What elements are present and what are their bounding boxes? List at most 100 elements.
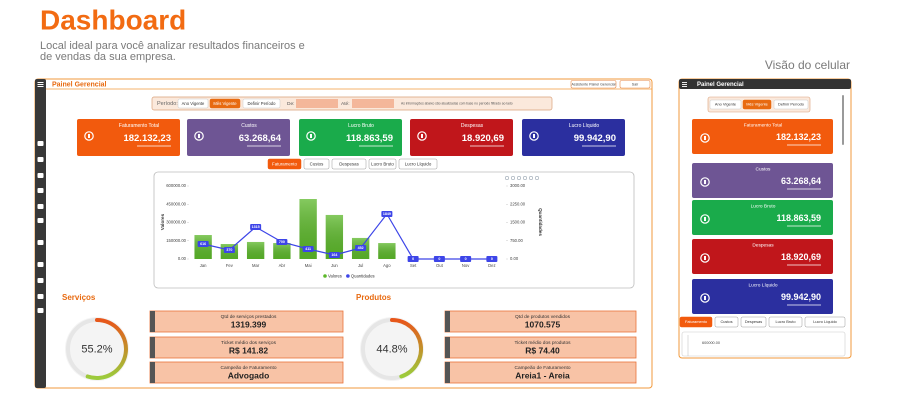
stat-label: Qtd de serviços prestados xyxy=(221,314,277,320)
top-button-label: Sair xyxy=(632,82,639,86)
mobile-period-option[interactable] xyxy=(709,99,742,110)
period-option[interactable] xyxy=(177,98,209,109)
period-to-input[interactable] xyxy=(352,99,394,108)
period-label: Período: xyxy=(157,101,178,107)
top-button-label: Assistente Painel Gerencial xyxy=(572,82,616,86)
kpi-card xyxy=(410,119,513,156)
stat-value: 1319.399 xyxy=(231,319,267,329)
sidebar xyxy=(35,79,46,388)
y2-tick-label: 750.00 xyxy=(510,238,523,243)
page-title: Dashboard xyxy=(40,4,186,35)
mobile-tab[interactable] xyxy=(740,316,767,328)
period-to-label: Até: xyxy=(341,101,350,107)
sidebar-icon[interactable] xyxy=(37,278,44,283)
kpi-icon xyxy=(700,214,710,224)
bar-shade xyxy=(194,235,212,259)
sidebar-menu-icon xyxy=(37,84,44,85)
kpi-card xyxy=(522,119,625,156)
stat-card-edge xyxy=(445,362,450,383)
x-tick-label: Dez xyxy=(488,263,495,268)
data-label: 411 xyxy=(305,247,311,251)
data-label-box xyxy=(355,245,367,252)
x-tick-label: Jul xyxy=(358,263,363,268)
x-tick-label: Abr xyxy=(279,263,286,268)
mobile-scrollbar xyxy=(842,95,844,145)
kpi-icon xyxy=(704,136,706,140)
mobile-kpi-label: Custos xyxy=(756,166,772,172)
sidebar-icon[interactable] xyxy=(37,218,44,223)
sidebar-icon[interactable] xyxy=(37,188,44,193)
kpi-icon xyxy=(704,180,706,184)
x-tick-label: Nov xyxy=(462,263,470,268)
kpi-icon xyxy=(421,134,423,138)
gauge-label: 55.2% xyxy=(81,343,112,355)
sidebar-icon[interactable] xyxy=(37,308,44,313)
mobile-kpi-value: 118.863,59 xyxy=(776,213,821,223)
sidebar-icon[interactable] xyxy=(37,262,44,267)
y-tick-label: 300000.00 xyxy=(166,220,186,225)
bar-shade xyxy=(325,214,344,259)
chart-toolbar-icon[interactable] xyxy=(516,175,522,181)
data-label: 0 xyxy=(465,257,467,261)
stat-label: Campeão de Faturamento xyxy=(221,365,277,371)
kpi-value: 118.863,59 xyxy=(346,133,393,144)
top-button[interactable] xyxy=(570,80,617,89)
tab-label: Lucro Líquido xyxy=(405,161,432,166)
tab[interactable] xyxy=(303,158,330,170)
mobile-tab[interactable] xyxy=(679,316,713,328)
sidebar-icon[interactable] xyxy=(37,294,44,299)
sidebar-icon[interactable] xyxy=(37,157,44,162)
stat-card-edge xyxy=(445,337,450,358)
mobile-period-option-label: Ano Vigente xyxy=(715,102,736,107)
sidebar-icon[interactable] xyxy=(37,240,44,245)
kpi-label: Faturamento Total xyxy=(119,123,159,129)
tab[interactable] xyxy=(398,158,438,170)
stat-label: Qtd de produtos vendidos xyxy=(515,314,571,320)
chart-toolbar-icon[interactable] xyxy=(534,175,540,181)
y-axis-label: Valores xyxy=(160,213,165,230)
data-label: 452 xyxy=(358,246,364,250)
kpi-icon xyxy=(533,134,535,138)
mobile-tab[interactable] xyxy=(714,316,739,328)
sidebar-icon[interactable] xyxy=(37,204,44,209)
tab[interactable] xyxy=(331,158,367,170)
kpi-icon xyxy=(700,177,710,187)
tab[interactable] xyxy=(368,158,397,170)
kpi-value: 99.942,90 xyxy=(574,133,616,144)
sidebar-icon[interactable] xyxy=(37,141,44,146)
legend-label: Valores xyxy=(328,273,342,278)
tab[interactable] xyxy=(267,158,302,170)
period-option[interactable] xyxy=(242,98,281,109)
mobile-tab-label: Despesas xyxy=(745,319,762,324)
mobile-period-option[interactable] xyxy=(773,99,809,110)
stat-label: Ticket médio dos serviços xyxy=(221,340,277,346)
chart-toolbar-icon[interactable] xyxy=(528,175,534,181)
chart-toolbar-icon[interactable] xyxy=(504,175,510,181)
data-label: 370 xyxy=(226,248,232,252)
top-button[interactable] xyxy=(619,80,651,89)
period-option[interactable] xyxy=(209,98,241,109)
kpi-icon xyxy=(306,131,316,141)
mobile-kpi-label: Despesas xyxy=(752,242,774,248)
mobile-period-option-label: Definir Período xyxy=(778,102,804,107)
chart-toolbar-icon[interactable] xyxy=(522,175,528,181)
gauge-shadow xyxy=(65,317,129,381)
data-label-box xyxy=(460,256,472,262)
kpi-icon xyxy=(700,293,710,303)
mobile-period-option[interactable] xyxy=(742,99,772,110)
legend-swatch xyxy=(346,274,350,278)
chart-toolbar-icon[interactable] xyxy=(510,175,516,181)
stat-card-edge xyxy=(150,362,155,383)
sidebar-icon[interactable] xyxy=(37,173,44,178)
mobile-tab[interactable] xyxy=(804,316,846,328)
stat-value: R$ 141.82 xyxy=(229,345,268,355)
data-label-box xyxy=(381,211,393,218)
mobile-tab[interactable] xyxy=(768,316,803,328)
stat-value: R$ 74.40 xyxy=(525,345,560,355)
period-note: As informações abaixo são atualizadas co… xyxy=(401,102,513,106)
kpi-icon xyxy=(310,134,312,138)
x-tick-label: Mar xyxy=(252,263,260,268)
period-from-input[interactable] xyxy=(296,99,338,108)
mobile-menu-icon xyxy=(682,86,687,87)
